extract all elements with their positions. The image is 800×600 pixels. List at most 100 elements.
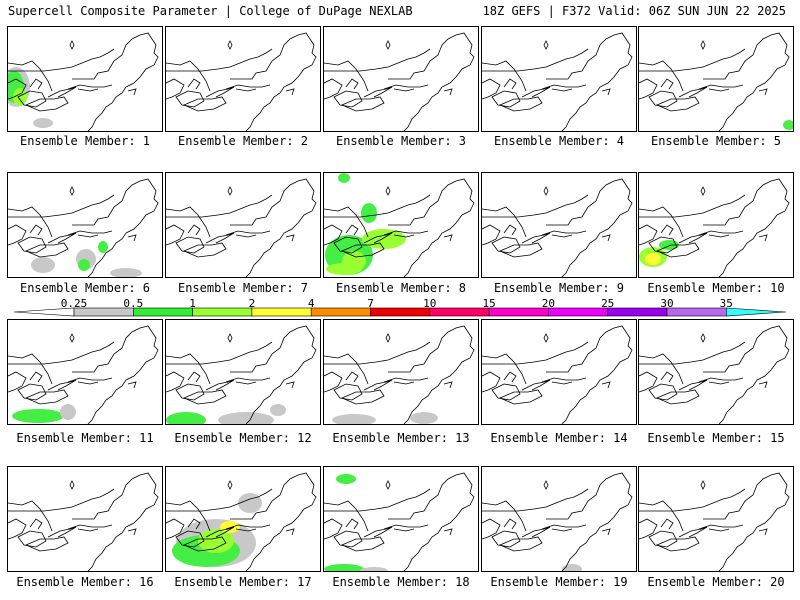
ensemble-member-label: Ensemble Member: 2 [177,134,309,148]
map-boundary [498,536,543,552]
map-boundary [655,389,700,405]
ensemble-map-panel [323,26,479,132]
scp-contour-fill [324,564,364,571]
map-boundary [491,236,521,254]
map-boundary [205,379,235,391]
map-boundary [698,377,744,383]
scp-contour-fill [78,259,90,271]
ensemble-map-panel [7,26,163,132]
scale-swatch [666,307,727,317]
map-boundary [324,518,343,540]
map-boundary [8,206,53,238]
diamond-marker-icon [700,40,706,50]
ensemble-map-panel [165,26,321,132]
map-boundary [175,530,205,548]
member-map [482,32,633,131]
scale-value-label: 0.25 [60,297,88,310]
member-map [8,32,159,131]
map-boundary [393,381,415,385]
ensemble-map-panel [7,319,163,425]
map-boundary [708,234,730,238]
map-boundary [498,389,543,405]
map-boundary [565,48,589,60]
map-boundary [546,32,633,131]
map-boundary [166,498,251,512]
map-boundary [24,536,69,552]
map-boundary [443,234,453,242]
map-boundary [722,488,746,500]
ensemble-member-label: Ensemble Member: 11 [16,431,154,445]
member-map [639,178,790,277]
map-boundary [127,88,137,96]
scp-contour-fill [218,412,274,424]
map-boundary [758,528,768,536]
map-boundary [8,78,27,100]
member-map [639,32,793,131]
map-boundary [498,96,543,112]
map-boundary [249,341,273,353]
map-boundary [388,472,475,571]
map-boundary [8,353,53,385]
diamond-marker-icon [543,186,549,196]
map-boundary [47,86,77,98]
map-boundary [491,383,521,401]
map-boundary [166,60,211,92]
member-map [324,325,475,424]
map-boundary [708,88,730,92]
map-boundary [758,381,768,389]
ensemble-member-label: Ensemble Member: 14 [490,431,628,445]
map-boundary [482,206,527,238]
map-boundary [340,242,385,258]
map-boundary [482,518,501,540]
scale-swatch [310,307,371,317]
map-boundary [91,194,115,206]
map-boundary [407,48,431,60]
map-boundary [551,381,573,385]
map-boundary [182,242,227,258]
map-boundary [24,242,69,258]
map-boundary [175,90,205,108]
map-boundary [639,60,684,92]
map-boundary [8,60,53,92]
map-boundary [503,518,517,530]
scale-value-label: 20 [541,297,556,310]
map-boundary [698,524,744,530]
ensemble-member-label: Ensemble Member: 1 [19,134,151,148]
diamond-marker-icon [69,480,75,490]
map-boundary [639,351,724,365]
map-boundary [230,325,317,424]
scale-value-label: 15 [482,297,496,310]
ensemble-member-label: Ensemble Member: 17 [174,575,312,589]
map-boundary [182,389,227,405]
map-boundary [551,88,573,92]
ensemble-member-label: Ensemble Member: 16 [16,575,154,589]
ensemble-member-label: Ensemble Member: 9 [493,281,625,295]
ensemble-member-label: Ensemble Member: 18 [332,575,470,589]
ensemble-map-panel [481,172,637,278]
map-boundary [565,341,589,353]
map-boundary [482,353,527,385]
map-boundary [698,230,744,236]
ensemble-member-label: Ensemble Member: 7 [177,281,309,295]
ensemble-map-panel [323,172,479,278]
member-map [166,472,317,571]
map-boundary [187,224,201,236]
map-boundary [333,383,363,401]
map-boundary [77,234,99,238]
ensemble-member-label: Ensemble Member: 20 [647,575,785,589]
member-map [639,325,790,424]
map-boundary [388,178,475,277]
map-boundary [722,194,746,206]
map-boundary [235,234,257,238]
scp-contour-fill [783,120,793,130]
map-boundary [541,524,587,530]
map-boundary [166,78,185,100]
ensemble-map-panel [638,26,794,132]
map-boundary [363,232,393,244]
map-boundary [639,518,658,540]
scp-contour-fill [362,229,406,249]
map-boundary [166,206,211,238]
map-boundary [443,381,453,389]
map-boundary [127,528,137,536]
map-boundary [249,48,273,60]
